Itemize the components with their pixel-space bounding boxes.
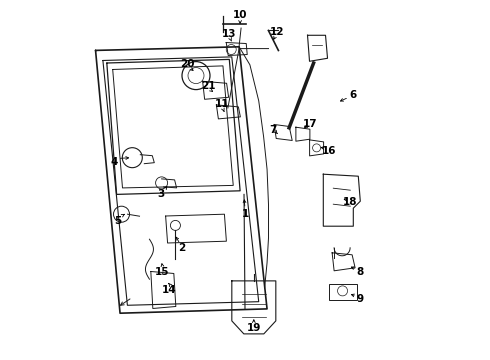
Text: 4: 4 <box>110 157 118 167</box>
Text: 15: 15 <box>154 267 169 277</box>
Text: 8: 8 <box>357 267 364 277</box>
Text: 11: 11 <box>215 99 229 109</box>
Text: 9: 9 <box>357 294 364 304</box>
Text: 16: 16 <box>322 146 337 156</box>
Text: 18: 18 <box>343 197 358 207</box>
Text: 12: 12 <box>270 27 284 37</box>
Text: 3: 3 <box>157 189 164 199</box>
Text: 19: 19 <box>246 323 261 333</box>
Text: 21: 21 <box>201 81 216 91</box>
Text: 14: 14 <box>162 285 176 295</box>
Text: 17: 17 <box>302 119 317 129</box>
Text: 20: 20 <box>180 59 195 69</box>
Text: 2: 2 <box>178 243 185 253</box>
Text: 7: 7 <box>270 125 277 135</box>
Bar <box>329 284 357 300</box>
Polygon shape <box>308 35 327 61</box>
Text: 5: 5 <box>114 216 121 226</box>
Text: 10: 10 <box>233 10 247 20</box>
Text: 6: 6 <box>349 90 356 100</box>
Text: 13: 13 <box>222 29 237 39</box>
Text: 1: 1 <box>242 209 248 219</box>
